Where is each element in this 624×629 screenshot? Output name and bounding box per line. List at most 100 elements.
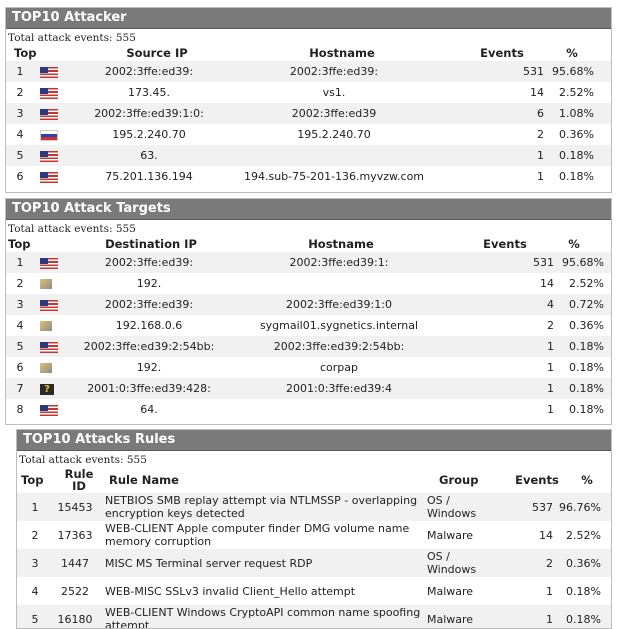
percent-cell: 0.18% [559, 170, 594, 183]
rule-id-cell: 2522 [61, 584, 89, 598]
rank-cell: 2 [31, 528, 39, 542]
table-row: 4 192.168.0.6 sygmail01.sygnetics.internal… [6, 315, 611, 336]
rank-cell: 3 [31, 556, 39, 570]
hostname-cell: 2002:3ffe:ed39 [291, 107, 377, 120]
percent-cell: 0.18% [569, 382, 604, 395]
table-row: 1 2002:3ffe:ed39: 2002:3ffe:ed39: 531 95.68% [6, 61, 611, 82]
rank-cell: 4 [16, 128, 24, 141]
events-cell: 1 [547, 340, 554, 353]
flag-cell [34, 65, 74, 78]
hostname-cell: 2002:3ffe:ed39:2:54bb: [273, 340, 405, 353]
group-cell: Malware [427, 612, 474, 626]
us-flag-icon [40, 404, 58, 416]
ip-cell: 75.201.136.194 [105, 170, 193, 183]
col-top: Top [8, 237, 31, 251]
table-row: 2 192. 14 2.52% [6, 273, 611, 294]
col-pct: % [581, 473, 593, 487]
us-flag-icon [40, 87, 58, 99]
network-icon [40, 363, 52, 373]
ip-cell: 64. [140, 403, 158, 416]
table-row: 2 17363 WEB-CLIENT Apple computer finder D… [17, 521, 611, 549]
events-cell: 2 [546, 556, 553, 570]
rank-cell: 1 [16, 256, 24, 269]
flag-cell [34, 149, 74, 162]
percent-cell: 2.52% [566, 528, 601, 542]
percent-cell: 95.68% [552, 65, 594, 78]
percent-cell: 0.18% [569, 340, 604, 353]
rank-cell: 4 [16, 319, 24, 332]
col-rule-id: Rule ID [64, 468, 94, 492]
col-events: Events [480, 46, 524, 60]
rank-cell: 1 [31, 500, 39, 514]
rule-name-cell: WEB-CLIENT Windows CryptoAPI common name… [105, 606, 421, 629]
col-rule-name: Rule Name [109, 473, 179, 487]
events-cell: 531 [533, 256, 554, 269]
flag-cell [34, 86, 74, 99]
percent-cell: 0.18% [559, 149, 594, 162]
col-hostname: Hostname [309, 46, 375, 60]
table-row: 1 2002:3ffe:ed39: 2002:3ffe:ed39:1: 531 95.6… [6, 252, 611, 273]
events-cell: 14 [530, 86, 544, 99]
us-flag-icon [40, 66, 58, 78]
col-pct: % [568, 237, 580, 251]
flag-cell [34, 403, 74, 416]
rank-cell: 3 [16, 107, 24, 120]
percent-cell: 95.68% [562, 256, 604, 269]
table-row: 4 2522 WEB-MISC SSLv3 invalid Client_Hello… [17, 577, 611, 605]
percent-cell: 0.36% [559, 128, 594, 141]
percent-cell: 0.72% [569, 298, 604, 311]
events-cell: 1 [537, 170, 544, 183]
ip-cell: 63. [140, 149, 158, 162]
rank-cell: 6 [16, 170, 24, 183]
us-flag-icon [40, 171, 58, 183]
rule-name-cell: MISC MS Terminal server request RDP [105, 556, 313, 570]
group-cell: Malware [427, 584, 474, 598]
us-flag-icon [40, 299, 58, 311]
flag-cell [34, 128, 74, 141]
rules-title: TOP10 Attacks Rules [17, 430, 611, 451]
table-row: 2 173.45. vs1. 14 2.52% [6, 82, 611, 103]
rank-cell: 7 [16, 382, 24, 395]
ru-flag-icon [40, 129, 58, 141]
targets-header-row: Top Destination IP Hostname Events % [6, 236, 611, 252]
us-flag-icon [40, 341, 58, 353]
attacker-panel: TOP10 Attacker Total attack events: 555 … [5, 7, 612, 193]
ip-cell: 2002:3ffe:ed39:2:54bb: [83, 340, 215, 353]
targets-total: Total attack events: 555 [8, 223, 136, 235]
us-flag-icon [40, 108, 58, 120]
events-cell: 1 [546, 612, 553, 626]
events-cell: 1 [547, 361, 554, 374]
ip-cell: 2002:3ffe:ed39: [104, 298, 194, 311]
col-top: Top [14, 46, 37, 60]
rank-cell: 5 [16, 340, 24, 353]
flag-cell [34, 107, 74, 120]
rank-cell: 3 [16, 298, 24, 311]
col-events: Events [483, 237, 527, 251]
unknown-flag-icon: ? [40, 383, 54, 395]
ip-cell: 2002:3ffe:ed39:1:0: [94, 107, 204, 120]
hostname-cell: 195.2.240.70 [297, 128, 371, 141]
rule-id-cell: 1447 [61, 556, 89, 570]
table-row: 3 2002:3ffe:ed39: 2002:3ffe:ed39:1:0 4 0.72% [6, 294, 611, 315]
hostname-cell: 194.sub-75-201-136.myvzw.com [243, 170, 425, 183]
percent-cell: 0.18% [566, 584, 601, 598]
rank-cell: 6 [16, 361, 24, 374]
col-destination-ip: Destination IP [105, 237, 197, 251]
ip-cell: 192. [136, 277, 162, 290]
col-events: Events [515, 473, 559, 487]
group-cell: OS / Windows [427, 494, 477, 520]
flag-cell [34, 361, 74, 374]
hostname-cell: 2001:0:3ffe:ed39:4 [286, 382, 392, 395]
col-top: Top [21, 473, 44, 487]
events-cell: 2 [547, 319, 554, 332]
flag-cell [34, 319, 74, 332]
col-pct: % [566, 46, 578, 60]
ip-cell: 2002:3ffe:ed39: [104, 65, 194, 78]
rule-id-cell: 16180 [57, 612, 93, 626]
events-cell: 4 [547, 298, 554, 311]
table-row: 7? 2001:0:3ffe:ed39:428: 2001:0:3ffe:ed39:… [6, 378, 611, 399]
hostname-cell: sygmail01.sygnetics.internal [259, 319, 419, 332]
col-source-ip: Source IP [126, 46, 188, 60]
rank-cell: 2 [16, 86, 24, 99]
group-cell: Malware [427, 528, 474, 542]
